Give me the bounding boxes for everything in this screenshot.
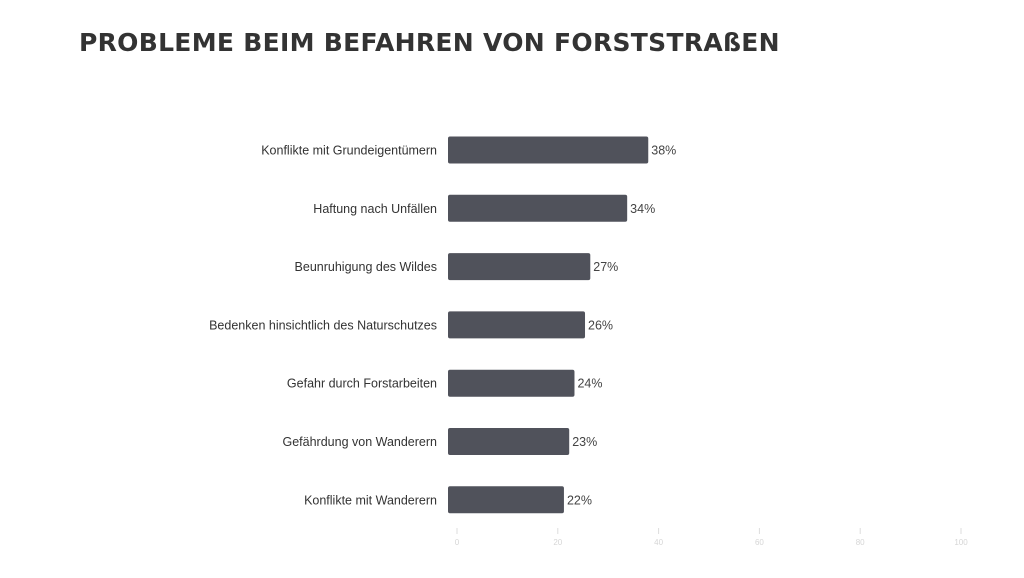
- chart-title: PROBLEME BEIM BEFAHREN VON FORSTSTRAßEN: [79, 28, 780, 57]
- bar: [448, 194, 628, 222]
- value-label: 26%: [588, 318, 613, 332]
- category-label: Beunruhigung des Wildes: [295, 260, 437, 274]
- bar: [448, 311, 586, 339]
- category-label: Konflikte mit Grundeigentümern: [261, 144, 437, 158]
- value-label: 34%: [630, 202, 655, 216]
- x-tick-label: 20: [553, 538, 562, 547]
- bar: [448, 253, 591, 281]
- x-tick-label: 80: [856, 538, 865, 547]
- value-label: 23%: [572, 435, 597, 449]
- category-label: Haftung nach Unfällen: [313, 202, 437, 216]
- category-label: Gefährdung von Wanderern: [283, 435, 438, 449]
- value-label: 38%: [651, 144, 676, 158]
- bar: [448, 369, 575, 397]
- x-tick-label: 100: [954, 538, 968, 547]
- value-label: 24%: [577, 377, 602, 391]
- category-label: Gefahr durch Forstarbeiten: [287, 377, 437, 391]
- bar: [448, 486, 564, 514]
- value-label: 27%: [593, 260, 618, 274]
- category-label: Konflikte mit Wanderern: [304, 493, 437, 507]
- x-tick-label: 60: [755, 538, 764, 547]
- bar: [448, 428, 570, 455]
- value-label: 22%: [567, 493, 592, 507]
- bar: [448, 136, 649, 164]
- category-label: Bedenken hinsichtlich des Naturschutzes: [209, 318, 437, 332]
- x-tick-label: 40: [654, 538, 663, 547]
- x-tick-label: 0: [455, 538, 460, 547]
